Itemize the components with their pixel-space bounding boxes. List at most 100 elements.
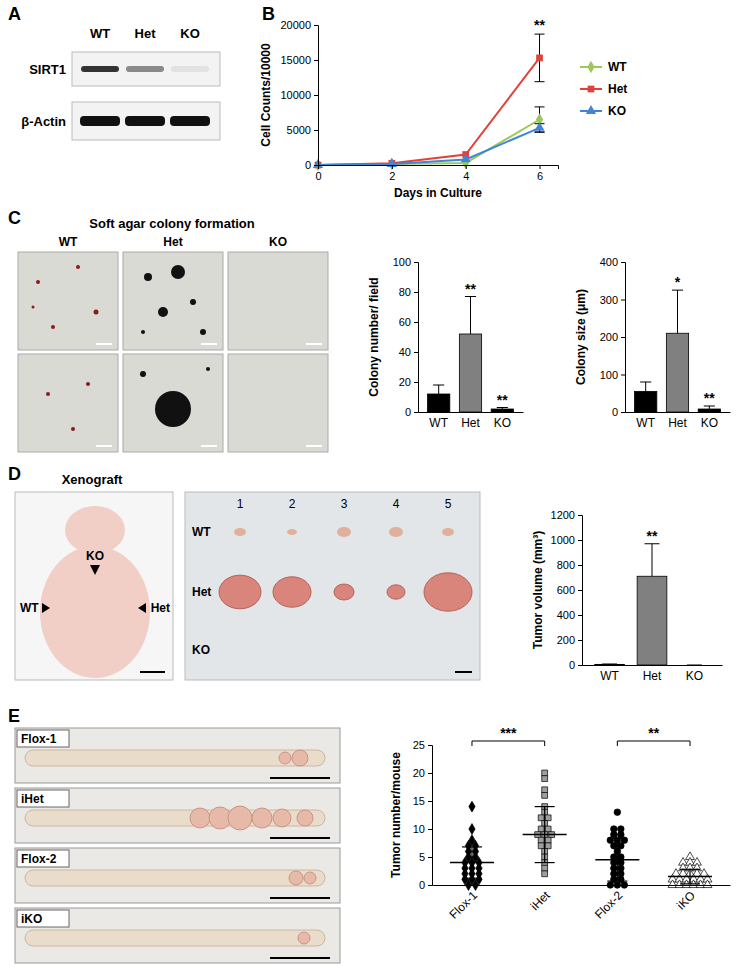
point — [542, 776, 548, 782]
significance: * — [675, 274, 681, 290]
tumor — [334, 584, 354, 600]
tick-mark — [318, 165, 319, 169]
chart: ***0100200300400WTHetKOColony size (μm) — [574, 256, 731, 430]
photo — [15, 728, 340, 783]
tick: 800 — [557, 559, 582, 571]
blot-strip — [72, 52, 220, 86]
mouse-head — [65, 506, 125, 554]
tick-mark — [392, 165, 393, 169]
tick: KO — [701, 412, 718, 430]
colony — [140, 371, 146, 377]
marker — [536, 55, 543, 62]
tick-mark — [466, 165, 467, 169]
scale-bar — [201, 343, 217, 345]
chart: 050001000015000200000246Days in CultureC… — [259, 17, 627, 200]
photo — [15, 788, 340, 843]
tick-label: 10 — [413, 823, 425, 835]
error-bar — [645, 544, 660, 577]
tick-label: Flox-2 — [592, 888, 626, 922]
x-axis: 0246 — [315, 165, 558, 182]
comparison-bracket — [472, 741, 545, 746]
plot-area — [450, 770, 712, 890]
bar — [666, 333, 688, 412]
plot-area — [428, 297, 514, 413]
tick: 200 — [557, 634, 582, 646]
image-label: iHet — [21, 792, 44, 806]
intestine — [25, 930, 325, 946]
plot-area — [595, 544, 702, 665]
bar — [491, 409, 513, 412]
tick: KO — [494, 412, 511, 430]
y-axis: 05000100001500020000 — [280, 19, 318, 171]
tick-mark — [314, 95, 318, 96]
scale-bar — [270, 837, 330, 839]
tick: 20 — [413, 767, 432, 779]
error-bar — [602, 664, 617, 665]
axis-line — [428, 746, 433, 886]
x-axis: Flox-1iHetFlox-2iKO — [433, 885, 731, 922]
tick-mark — [428, 745, 432, 746]
point — [545, 826, 551, 832]
error-bar — [497, 408, 508, 410]
axis-line — [583, 665, 723, 666]
tick: 10 — [413, 823, 432, 835]
tick-mark — [621, 300, 625, 301]
tick-label: 400 — [557, 609, 575, 621]
tick-label: 60 — [399, 316, 411, 328]
chart: **020040060080010001200WTHetKOTumor volu… — [531, 509, 723, 683]
tumor — [389, 527, 403, 537]
tick-label: 600 — [557, 584, 575, 596]
error-bar — [465, 297, 476, 335]
axis-line — [626, 412, 731, 413]
y-axis: 0100200300400 — [600, 256, 626, 418]
tick-label: 10000 — [280, 89, 311, 101]
colony — [200, 329, 206, 335]
tick-mark — [314, 60, 318, 61]
tick-mark — [414, 292, 418, 293]
image-label: Flox-1 — [21, 732, 57, 746]
tick: 0 — [405, 406, 418, 418]
column-label: WT — [59, 235, 78, 249]
tick: 6 — [537, 165, 543, 182]
tick: WT — [636, 412, 655, 430]
x-axis: WTHetKO — [626, 412, 731, 430]
tick: 100 — [393, 256, 418, 268]
tumor — [252, 808, 272, 828]
tick: 0 — [569, 659, 582, 671]
tumor — [289, 871, 303, 885]
colony — [144, 273, 152, 281]
error-bar — [704, 406, 715, 409]
tick-label: WT — [429, 416, 448, 430]
tick-label: Flox-1 — [447, 888, 481, 922]
tumor — [234, 528, 246, 536]
tick-mark — [621, 412, 625, 413]
mouse-label: WT — [20, 601, 39, 615]
scale-bar — [270, 777, 330, 779]
tick-label: 0 — [419, 879, 425, 891]
tick-label: 5000 — [287, 124, 311, 136]
tumor — [424, 573, 472, 611]
axis-line — [433, 885, 731, 886]
tick-mark — [578, 540, 582, 541]
error-bar — [672, 290, 683, 333]
arrowhead — [42, 603, 50, 613]
tick-label: KO — [686, 669, 703, 683]
error-bar — [640, 382, 651, 391]
y-axis-title: Colony size (μm) — [574, 289, 588, 385]
column-label: 4 — [393, 497, 400, 511]
tick-label: 2 — [389, 170, 395, 182]
tick-label: 100 — [600, 369, 618, 381]
tick: 600 — [557, 584, 582, 596]
tumor — [287, 529, 297, 535]
tick: Het — [461, 412, 480, 430]
tick-label: iHet — [528, 888, 553, 913]
tick-label: 1200 — [551, 509, 575, 521]
tick: 400 — [557, 609, 582, 621]
significance: ** — [648, 725, 659, 741]
point — [469, 801, 475, 812]
tick: 300 — [600, 294, 625, 306]
legend-label: Het — [608, 82, 627, 96]
mean-sd — [450, 847, 494, 878]
intestine-images: Flox-1iHetFlox-2iKO — [15, 728, 340, 963]
tick-label: 200 — [600, 331, 618, 343]
